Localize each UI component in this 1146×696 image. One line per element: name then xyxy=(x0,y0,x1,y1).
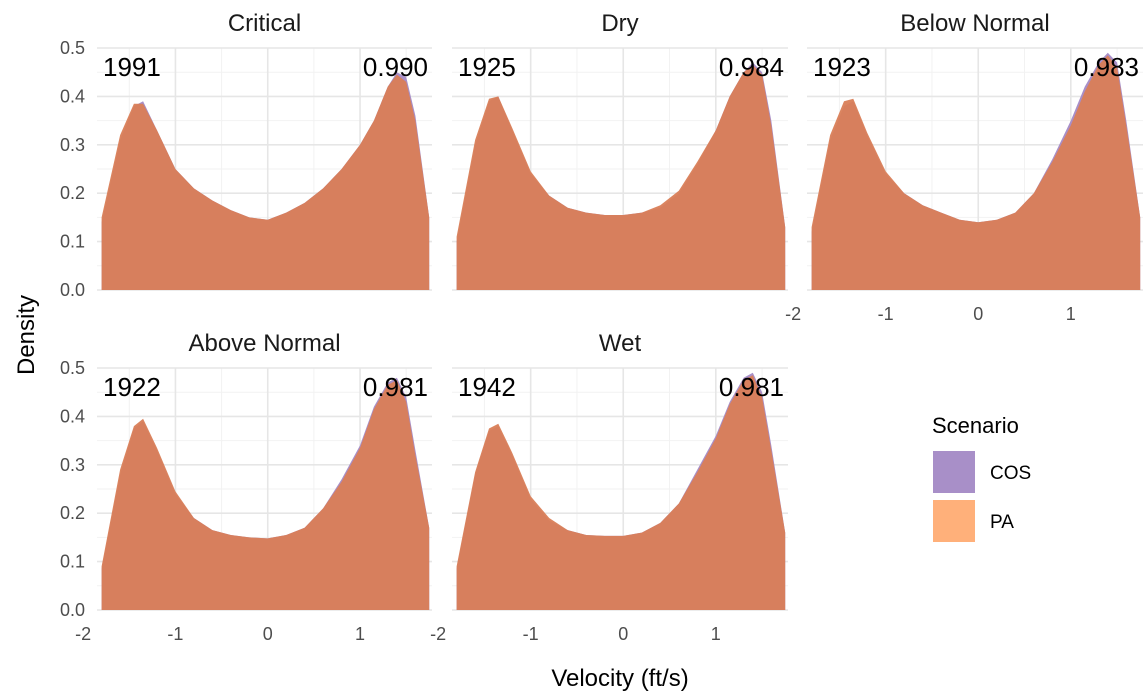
y-tick-label: 0.2 xyxy=(60,503,85,523)
panel-title: Wet xyxy=(599,330,642,357)
legend-swatch-pa xyxy=(933,500,975,542)
x-tick-label: -2 xyxy=(785,304,801,324)
panel-critical: Critical 1991 0.990 xyxy=(97,10,432,291)
x-tick-label: 0 xyxy=(973,304,983,324)
panel-value-label: 0.984 xyxy=(719,52,784,82)
y-tick-label: 0.2 xyxy=(60,183,85,203)
panel-year-label: 1942 xyxy=(458,372,516,402)
y-tick-label: 0.1 xyxy=(60,552,85,572)
x-tick-label: 0 xyxy=(263,624,273,644)
panel-above-normal: Above Normal 1922 0.981 xyxy=(97,330,432,611)
panel-value-label: 0.983 xyxy=(1074,52,1139,82)
y-tick-label: 0.0 xyxy=(60,280,85,300)
x-tick-label: 1 xyxy=(1066,304,1076,324)
legend-title: Scenario xyxy=(932,413,1019,438)
x-tick-label: -1 xyxy=(878,304,894,324)
legend-swatch-cos xyxy=(933,451,975,493)
density-area-pa xyxy=(101,74,430,290)
panel-year-label: 1991 xyxy=(103,52,161,82)
x-tick-label: -2 xyxy=(430,624,446,644)
y-tick-label: 0.4 xyxy=(60,406,85,426)
x-tick-label: 0 xyxy=(618,624,628,644)
panels-layer: Critical 1991 0.990 Dry 1925 0.984 Below Norma… xyxy=(97,10,1143,611)
density-area-pa xyxy=(456,64,786,291)
panel-year-label: 1925 xyxy=(458,52,516,82)
y-axis-title: Density xyxy=(13,295,40,375)
y-tick-label: 0.1 xyxy=(60,232,85,252)
legend-label-cos: COS xyxy=(990,463,1031,484)
panel-value-label: 0.981 xyxy=(719,372,784,402)
panel-value-label: 0.990 xyxy=(363,52,428,82)
y-tick-label: 0.5 xyxy=(60,358,85,378)
x-tick-label: 1 xyxy=(355,624,365,644)
legend: Scenario COS PA xyxy=(932,413,1031,542)
density-area-pa xyxy=(456,375,786,610)
panel-title: Dry xyxy=(601,10,638,37)
x-tick-label: -1 xyxy=(167,624,183,644)
x-axis-title: Velocity (ft/s) xyxy=(551,665,688,692)
y-tick-label: 0.3 xyxy=(60,135,85,155)
panel-below-normal: Below Normal 1923 0.983 xyxy=(807,10,1143,291)
x-tick-label: 1 xyxy=(711,624,721,644)
y-tick-label: 0.3 xyxy=(60,455,85,475)
y-tick-label: 0.0 xyxy=(60,600,85,620)
panel-year-label: 1923 xyxy=(813,52,871,82)
density-area-pa xyxy=(811,55,1141,290)
y-tick-label: 0.5 xyxy=(60,38,85,58)
x-tick-label: -2 xyxy=(75,624,91,644)
legend-label-pa: PA xyxy=(990,512,1014,533)
panel-dry: Dry 1925 0.984 xyxy=(452,10,788,291)
x-tick-label: -1 xyxy=(523,624,539,644)
y-tick-label: 0.4 xyxy=(60,86,85,106)
panel-title: Below Normal xyxy=(900,10,1049,37)
panel-wet: Wet 1942 0.981 xyxy=(452,330,788,611)
panel-title: Above Normal xyxy=(188,330,340,357)
axis-layer: 0.0 0.1 0.2 0.3 0.4 0.5 -2 -1 0 1 0.0 0.1 0.2 0.3 0.4 0… xyxy=(60,38,1076,644)
panel-value-label: 0.981 xyxy=(363,372,428,402)
panel-title: Critical xyxy=(228,10,301,37)
density-area-pa xyxy=(101,380,430,610)
panel-year-label: 1922 xyxy=(103,372,161,402)
